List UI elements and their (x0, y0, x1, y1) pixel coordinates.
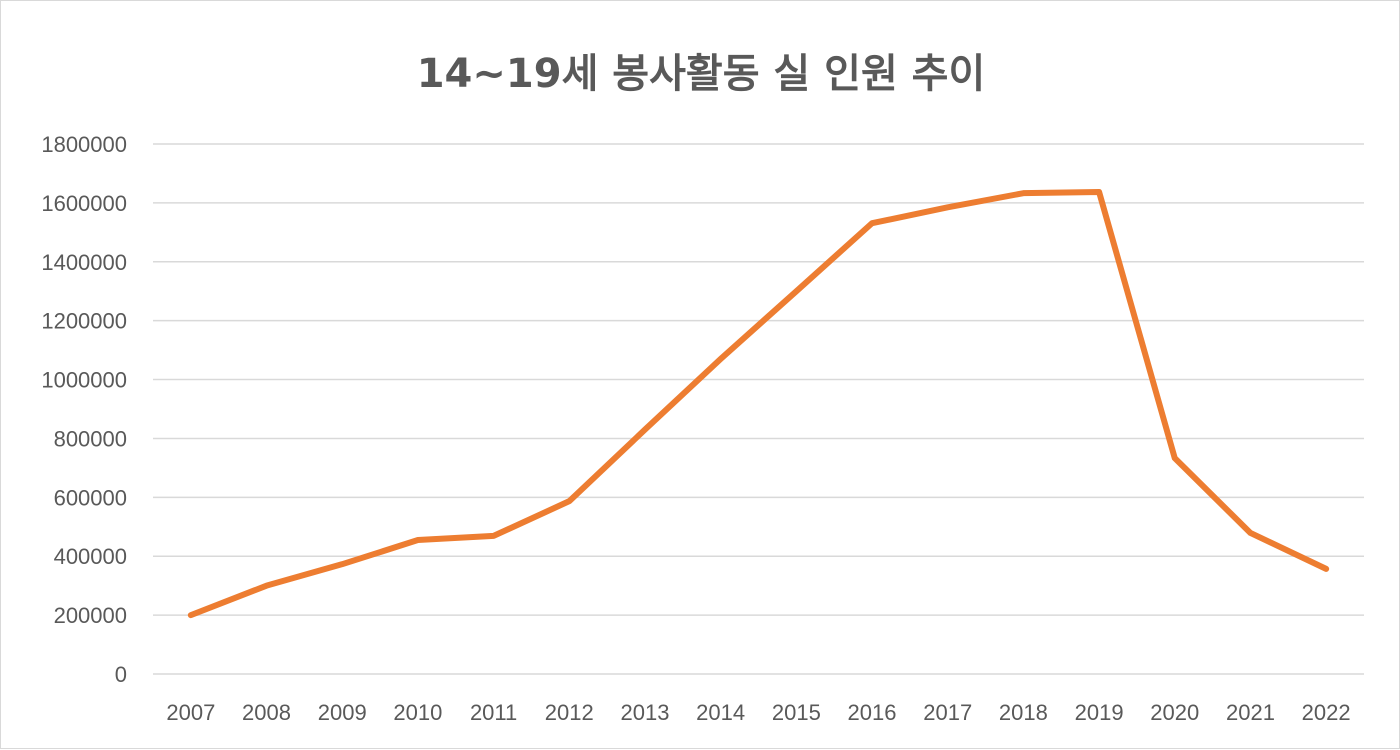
y-tick-label: 1000000 (41, 368, 127, 393)
y-tick-label: 800000 (54, 426, 127, 451)
x-tick-label: 2019 (1075, 700, 1124, 725)
x-tick-label: 2020 (1150, 700, 1199, 725)
y-tick-label: 1800000 (41, 132, 127, 157)
x-tick-label: 2008 (242, 700, 291, 725)
x-tick-label: 2022 (1302, 700, 1351, 725)
y-tick-label: 1400000 (41, 250, 127, 275)
x-tick-label: 2013 (620, 700, 669, 725)
y-tick-label: 200000 (54, 603, 127, 628)
x-tick-label: 2010 (393, 700, 442, 725)
series-line (191, 192, 1326, 615)
y-tick-label: 400000 (54, 544, 127, 569)
x-tick-label: 2012 (545, 700, 594, 725)
x-tick-label: 2021 (1226, 700, 1275, 725)
x-tick-label: 2007 (166, 700, 215, 725)
x-tick-label: 2015 (772, 700, 821, 725)
x-tick-label: 2009 (318, 700, 367, 725)
x-tick-label: 2011 (470, 700, 517, 725)
x-tick-label: 2018 (999, 700, 1048, 725)
y-tick-label: 0 (115, 662, 127, 687)
y-tick-label: 1600000 (41, 191, 127, 216)
y-tick-label: 1200000 (41, 309, 127, 334)
x-tick-label: 2014 (696, 700, 745, 725)
x-tick-label: 2016 (848, 700, 897, 725)
y-tick-label: 600000 (54, 485, 127, 510)
x-tick-label: 2017 (923, 700, 972, 725)
